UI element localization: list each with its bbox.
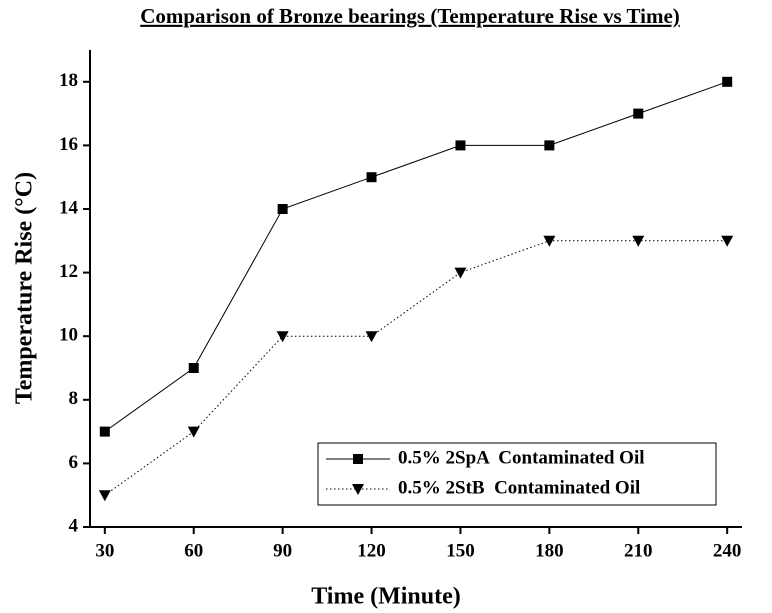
marker	[187, 426, 200, 438]
marker	[366, 172, 377, 183]
marker	[365, 331, 378, 343]
marker	[99, 426, 110, 437]
y-axis-label: Temperature Rise (°C)	[12, 172, 38, 404]
x-tick-label: 120	[357, 540, 386, 561]
x-tick-label: 90	[273, 540, 292, 561]
x-tick-label: 240	[713, 540, 742, 561]
legend-label: 0.5% 2SpA Contaminated Oil	[398, 447, 645, 468]
y-tick-label: 16	[59, 134, 78, 155]
y-tick-label: 6	[69, 452, 79, 473]
y-tick-label: 14	[59, 197, 79, 218]
marker	[353, 454, 363, 464]
y-tick-label: 10	[59, 325, 78, 346]
marker	[633, 108, 644, 119]
y-tick-label: 12	[59, 261, 78, 282]
legend-box	[317, 442, 717, 506]
marker	[188, 363, 199, 373]
x-tick-label: 60	[184, 540, 203, 561]
marker	[455, 140, 466, 151]
marker	[98, 490, 111, 502]
marker	[352, 484, 364, 495]
marker	[721, 235, 734, 247]
marker	[276, 331, 289, 343]
marker	[722, 76, 733, 87]
y-tick-label: 4	[69, 515, 79, 536]
x-tick-label: 180	[535, 540, 564, 561]
marker	[632, 235, 645, 247]
x-tick-label: 30	[95, 540, 114, 561]
x-tick-label: 150	[446, 540, 475, 561]
x-axis-label: Time (Minute)	[311, 584, 461, 610]
marker	[454, 267, 467, 279]
marker	[543, 235, 556, 247]
marker	[544, 140, 555, 151]
legend-label: 0.5% 2StB Contaminated Oil	[398, 477, 640, 498]
series-line	[104, 81, 728, 433]
chart-title: Comparison of Bronze bearings (Temperatu…	[140, 4, 680, 28]
marker	[277, 204, 288, 214]
y-tick-label: 18	[59, 70, 78, 91]
x-tick-label: 210	[624, 540, 653, 561]
y-tick-label: 8	[69, 388, 79, 409]
